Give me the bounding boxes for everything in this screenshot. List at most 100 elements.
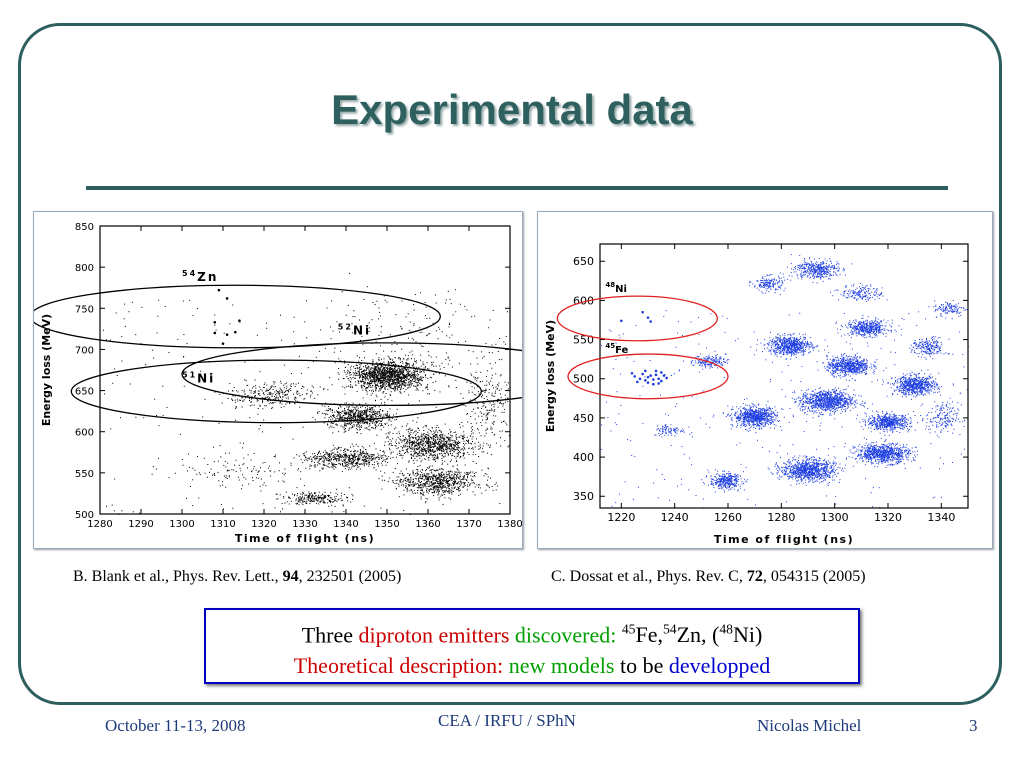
data-point — [356, 468, 358, 470]
data-point — [340, 416, 342, 418]
data-point — [431, 450, 432, 452]
data-point — [335, 499, 337, 501]
data-point — [276, 395, 278, 397]
data-point — [332, 409, 333, 411]
data-point — [399, 382, 401, 384]
data-point — [270, 387, 272, 389]
data-point — [344, 408, 345, 409]
data-point — [304, 494, 306, 496]
data-point — [323, 413, 325, 414]
data-point — [376, 421, 378, 423]
data-point — [379, 368, 381, 370]
data-point — [394, 375, 396, 377]
data-point — [286, 402, 288, 404]
data-point — [394, 386, 396, 388]
data-point — [324, 450, 326, 452]
data-point — [468, 390, 470, 392]
data-point — [365, 409, 367, 411]
data-point — [407, 452, 409, 454]
data-point — [302, 504, 304, 506]
data-point — [410, 377, 412, 379]
data-point — [335, 423, 337, 425]
data-point — [296, 503, 298, 505]
data-point — [342, 415, 344, 416]
data-point — [446, 444, 448, 446]
data-point — [251, 387, 253, 389]
data-point — [348, 385, 350, 387]
data-point — [312, 498, 314, 500]
data-point — [298, 468, 299, 470]
data-point — [415, 379, 417, 381]
data-point — [369, 385, 371, 386]
data-point — [361, 453, 363, 455]
data-point — [490, 428, 492, 430]
data-point — [387, 437, 389, 439]
data-point — [366, 411, 368, 412]
data-point — [359, 373, 361, 375]
data-point — [376, 434, 378, 436]
data-point — [267, 393, 269, 395]
data-point — [422, 474, 423, 476]
data-point — [450, 498, 452, 500]
data-point — [246, 395, 248, 397]
data-point — [422, 453, 424, 455]
data-point — [371, 456, 373, 458]
data-point — [422, 454, 423, 456]
data-point — [393, 382, 395, 384]
data-point — [376, 379, 378, 381]
data-point — [479, 411, 481, 413]
data-point — [394, 441, 396, 443]
data-point — [328, 427, 330, 429]
data-point — [262, 401, 264, 403]
data-point — [367, 382, 368, 384]
data-point — [362, 376, 364, 378]
data-point — [353, 445, 355, 447]
data-point — [350, 412, 352, 414]
data-point — [411, 429, 413, 431]
data-point — [267, 396, 269, 398]
data-point — [441, 445, 443, 447]
data-point — [463, 449, 464, 451]
data-point — [392, 380, 394, 382]
data-point — [304, 500, 305, 502]
data-point — [434, 450, 436, 452]
data-point — [446, 446, 448, 448]
data-point — [412, 473, 414, 475]
data-point — [352, 421, 354, 423]
data-point — [246, 384, 248, 386]
data-point — [456, 468, 458, 470]
data-point — [385, 378, 387, 380]
data-point — [344, 430, 346, 432]
data-point — [359, 380, 361, 382]
data-point — [345, 414, 347, 415]
data-point — [471, 438, 473, 440]
data-point — [442, 479, 444, 481]
data-point — [463, 484, 465, 485]
data-point — [420, 371, 422, 372]
data-point — [353, 466, 355, 468]
data-point — [442, 433, 444, 435]
data-point — [341, 456, 343, 458]
data-point — [438, 476, 440, 478]
data-point — [403, 358, 405, 360]
data-point — [348, 372, 350, 374]
data-point — [412, 479, 414, 481]
data-point — [387, 369, 388, 371]
data-point — [444, 490, 446, 492]
data-point — [373, 442, 375, 444]
data-point — [303, 493, 305, 494]
data-point — [353, 415, 355, 416]
data-point — [406, 377, 408, 379]
data-point — [450, 431, 451, 433]
data-point — [331, 426, 333, 428]
data-point — [405, 442, 407, 444]
data-point — [364, 411, 366, 413]
data-point — [470, 373, 472, 375]
data-point — [371, 427, 372, 429]
data-point — [332, 464, 333, 466]
data-point — [423, 475, 425, 477]
data-point — [407, 358, 409, 359]
data-point — [446, 480, 448, 482]
data-point — [343, 418, 345, 420]
data-point — [405, 368, 407, 370]
